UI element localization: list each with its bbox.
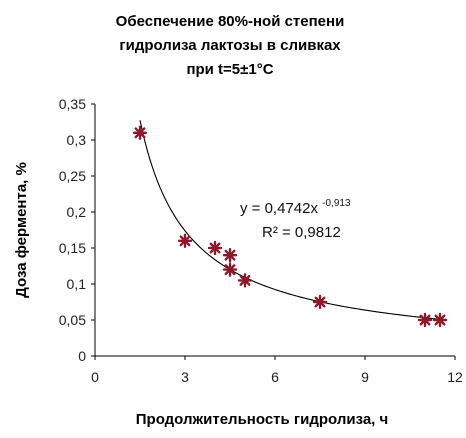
y-tick-label: 0,15: [59, 240, 86, 256]
data-point: [417, 312, 433, 328]
x-tick-label: 3: [181, 369, 189, 385]
y-tick-label: 0,2: [67, 204, 87, 220]
data-point: [132, 125, 148, 141]
trend-equation-base: y = 0,4742x: [240, 200, 318, 217]
y-tick-label: 0: [78, 348, 86, 364]
trend-equation: y = 0,4742x -0,913: [240, 198, 351, 217]
chart-title: Обеспечение 80%-ной степени гидролиза ла…: [60, 10, 400, 82]
data-point: [237, 273, 253, 288]
chart-title-line-1: Обеспечение 80%-ной степени: [115, 13, 345, 30]
data-point: [222, 262, 238, 277]
chart-title-line-3: при t=5±1°C: [186, 61, 274, 78]
y-tick-label: 0,3: [67, 132, 87, 148]
data-point: [432, 312, 448, 328]
data-point: [222, 247, 238, 263]
y-axis-label: Доза фермента, %: [13, 162, 30, 298]
trend-r-squared: R² = 0,9812: [262, 224, 341, 241]
data-point: [312, 294, 328, 310]
x-tick-label: 0: [91, 369, 99, 385]
x-tick-label: 12: [447, 369, 463, 385]
x-axis-label: Продолжительность гидролиза, ч: [136, 411, 388, 428]
chart-title-line-2: гидролиза лактозы в сливках: [119, 37, 341, 54]
trend-equation-exponent: -0,913: [322, 198, 351, 209]
y-tick-label: 0,35: [59, 96, 86, 112]
y-tick-label: 0,25: [59, 168, 86, 184]
data-point: [177, 233, 193, 249]
x-tick-label: 6: [271, 369, 279, 385]
data-point: [207, 240, 223, 256]
trendline: [139, 120, 441, 320]
y-tick-label: 0,1: [67, 276, 87, 292]
y-tick-label: 0,05: [59, 312, 86, 328]
x-tick-label: 9: [361, 369, 369, 385]
